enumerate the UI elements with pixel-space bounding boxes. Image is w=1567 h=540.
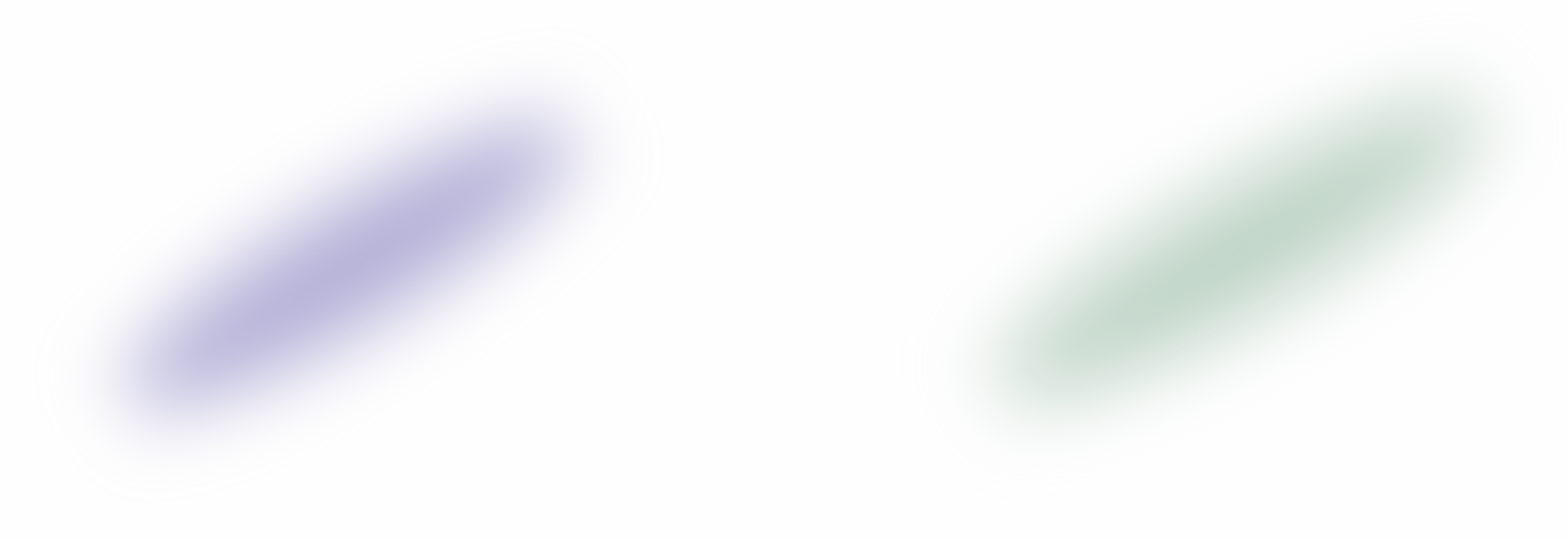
green-blurred-blob xyxy=(967,58,1513,442)
purple-blurred-blob xyxy=(96,79,604,451)
